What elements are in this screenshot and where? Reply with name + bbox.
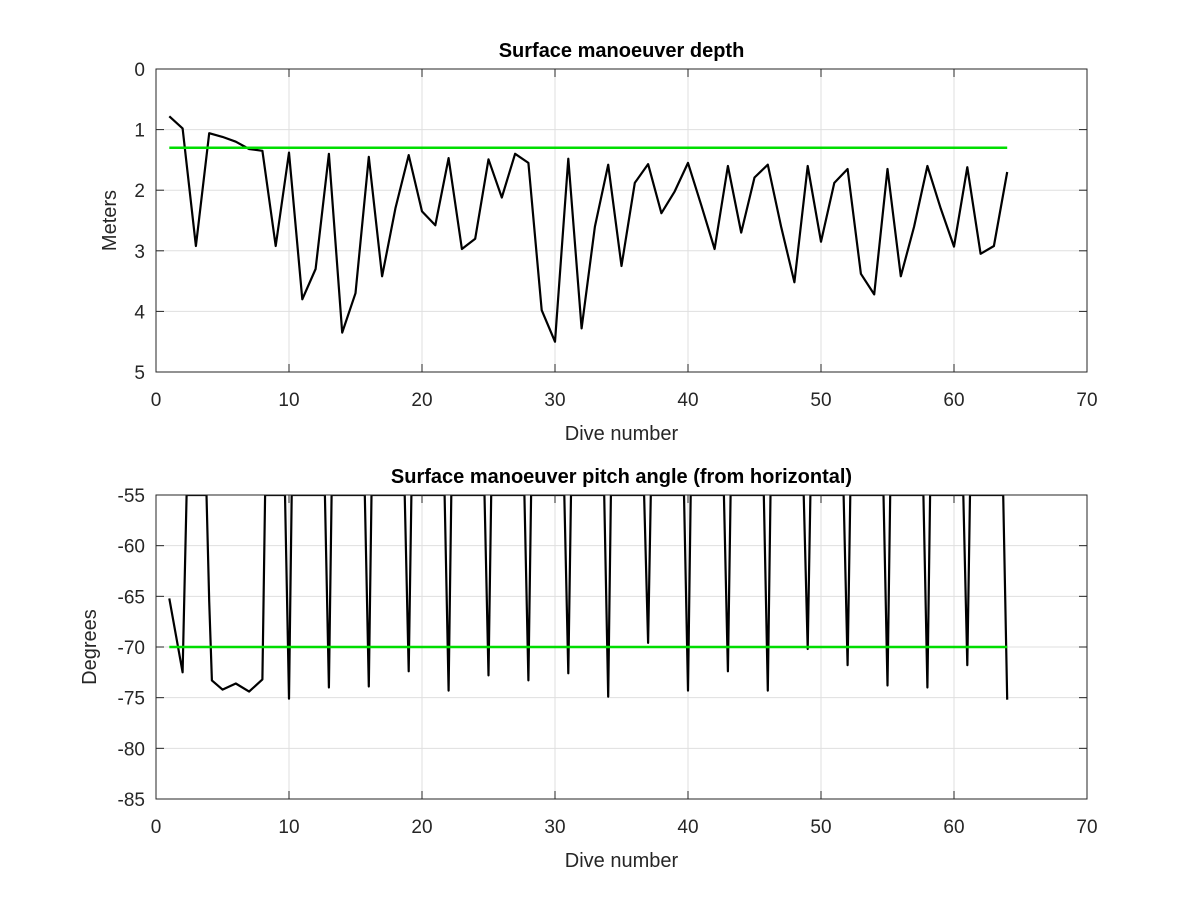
data-series-line: [168, 115, 1009, 343]
y-tick-label: -70: [118, 638, 145, 659]
y-tick-label: -85: [118, 790, 145, 811]
x-tick-label: 60: [943, 817, 964, 838]
y-tick-label: -80: [118, 739, 145, 760]
x-tick-label: 30: [544, 817, 565, 838]
y-axis-label: Degrees: [79, 609, 101, 685]
y-tick-label: 2: [134, 181, 145, 202]
x-tick-label: 70: [1076, 817, 1097, 838]
y-tick-label: -60: [118, 537, 145, 558]
x-tick-label: 30: [544, 390, 565, 411]
x-axis-label: Dive number: [565, 850, 679, 872]
y-tick-label: 1: [134, 121, 145, 142]
x-tick-label: 70: [1076, 390, 1097, 411]
x-tick-label: 40: [677, 390, 698, 411]
depth-chart: Surface manoeuver depth 0 10 20 30 40 50 60 700…: [99, 40, 1098, 445]
y-axis-label: Meters: [99, 190, 121, 251]
y-tick-label: 4: [134, 302, 145, 323]
pitch-angle-chart: Surface manoeuver pitch angle (from hori…: [79, 466, 1098, 872]
axes-frame: [155, 68, 1088, 373]
x-tick-label: 20: [411, 817, 432, 838]
y-tick-label: -75: [118, 689, 145, 710]
x-tick-label: 20: [411, 390, 432, 411]
plot-area: [168, 495, 1009, 700]
series-group: [168, 115, 1009, 343]
plot-area: [168, 115, 1009, 343]
tick-labels: 0 10 20 30 40 50 60 70 -55 -60 -65 -70 -75 -80 -85: [118, 486, 1098, 838]
x-tick-label: 0: [151, 817, 162, 838]
y-tick-label: 5: [134, 363, 145, 384]
data-series-line: [168, 495, 1009, 700]
x-tick-label: 0: [151, 390, 162, 411]
x-tick-label: 10: [278, 817, 299, 838]
x-tick-label: 50: [810, 817, 831, 838]
y-tick-label: 3: [134, 242, 145, 263]
y-tick-label: 0: [134, 60, 145, 81]
tick-labels: 0 10 20 30 40 50 60 70 0 1 2 3 4 5: [134, 60, 1097, 411]
x-tick-label: 60: [943, 390, 964, 411]
y-tick-label: -55: [118, 486, 145, 507]
x-tick-label: 50: [810, 390, 831, 411]
x-tick-label: 10: [278, 390, 299, 411]
chart-title: Surface manoeuver pitch angle (from hori…: [391, 466, 852, 488]
x-tick-label: 40: [677, 817, 698, 838]
series-group: [168, 495, 1009, 700]
y-tick-label: -65: [118, 587, 145, 608]
x-axis-label: Dive number: [565, 423, 679, 445]
chart-title: Surface manoeuver depth: [499, 40, 745, 62]
